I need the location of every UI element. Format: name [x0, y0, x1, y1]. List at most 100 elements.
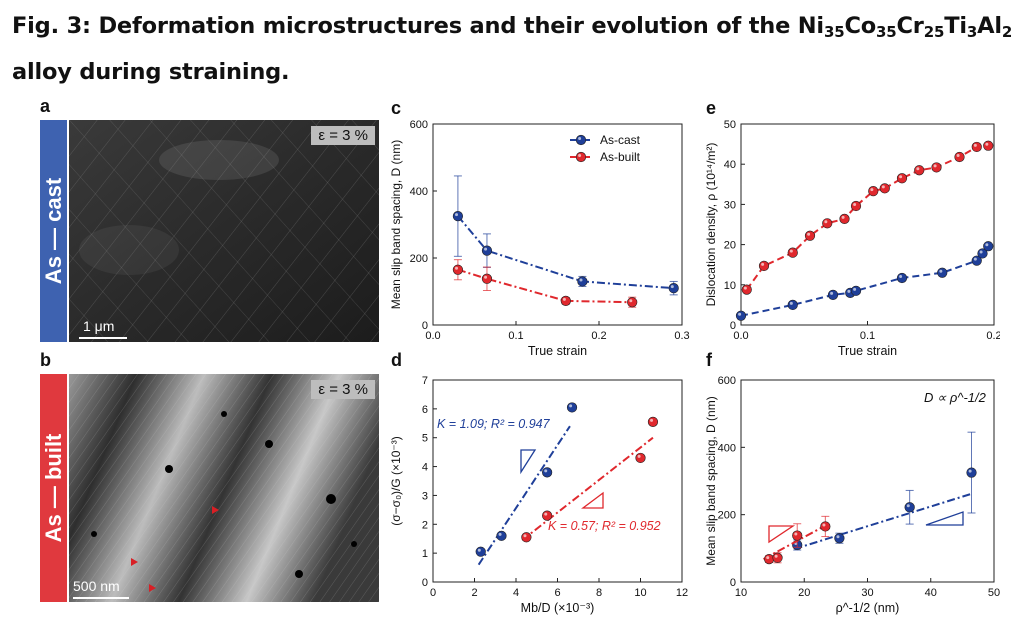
f-slope-triangle-ascast: [925, 511, 964, 526]
c-ascast-point-highlight: [455, 213, 458, 217]
f-slope-triangle-asbuilt: [768, 525, 796, 544]
d-xtick-label: 12: [676, 587, 688, 599]
c-asbuilt-point: [627, 297, 638, 308]
d-ytick-label: 7: [422, 375, 428, 387]
c-xtick-label: 0.3: [674, 330, 689, 342]
f-asbuilt-point: [772, 552, 783, 563]
c-ascast-point-highlight: [670, 285, 674, 289]
f-asbuilt-point: [820, 521, 831, 532]
e-asbuilt-point: [822, 218, 833, 229]
chart-c: 0.0 0.1 0.2 0.3 0 200 400 600 True strain Mean sl…: [389, 119, 690, 358]
f-ascast-point-highlight: [906, 504, 910, 508]
f-ytick-label: 600: [718, 375, 736, 387]
e-asbuilt-point-highlight: [973, 143, 977, 147]
c-xtick-label: 0.0: [425, 330, 440, 342]
d-asbuilt-point-highlight: [544, 512, 548, 516]
e-asbuilt-point-highlight: [789, 249, 793, 253]
e-ylabel: Dislocation density, ρ (10¹⁴/m²): [704, 143, 718, 307]
f-ylabel: Mean slip band spacing, D (nm): [704, 396, 718, 565]
d-ytick-label: 6: [422, 404, 428, 416]
e-asbuilt-point-highlight: [881, 185, 885, 189]
e-ascast-point-highlight: [830, 291, 834, 295]
c-plot-frame: [432, 123, 683, 326]
e-asbuilt-point-highlight: [761, 262, 765, 266]
c-ytick-label: 200: [410, 253, 428, 265]
panel-b-sem-image: ε = 3 % 500 nm: [69, 374, 379, 602]
f-xtick-label: 40: [925, 587, 937, 599]
d-xtick-label: 2: [471, 587, 477, 599]
e-asbuilt-point-highlight: [841, 215, 845, 219]
f-ascast-point-highlight: [836, 535, 840, 539]
f-xtick-label: 30: [861, 587, 873, 599]
d-ascast-point-highlight: [498, 532, 502, 536]
panel-a-side-bar: As — cast: [40, 120, 67, 342]
e-xlabel: True strain: [838, 344, 897, 358]
c-xtick-label: 0.1: [508, 330, 523, 342]
f-asbuilt-point-highlight: [794, 532, 798, 536]
d-ascast-point-highlight: [544, 469, 548, 473]
d-asbuilt-fit-line: [521, 436, 654, 541]
caption-line-1: Fig. 3: Deformation microstructures and …: [12, 13, 1013, 41]
c-asbuilt-line: [457, 268, 633, 304]
d-asbuilt-point: [521, 532, 532, 543]
f-xtick-label: 20: [798, 587, 810, 599]
panel-b-micrograph: [69, 374, 379, 602]
e-ytick-label: 0: [730, 320, 736, 332]
f-asbuilt-fit-line: [763, 523, 829, 560]
d-ascast-point: [566, 402, 578, 413]
e-asbuilt-point-highlight: [899, 175, 903, 179]
e-ascast-point: [983, 241, 994, 252]
d-ytick-label: 3: [422, 490, 428, 502]
e-asbuilt-point: [914, 165, 925, 176]
e-asbuilt-point-highlight: [824, 220, 828, 224]
c-ascast-point: [452, 211, 463, 222]
e-asbuilt-point: [868, 186, 879, 197]
panel-b-scale-label: 500 nm: [73, 578, 120, 594]
d-ylabel: (σ−σ₀)/G (×10⁻³): [389, 436, 403, 525]
panel-a-scale-bar: [79, 337, 127, 339]
e-asbuilt-point: [850, 200, 862, 212]
c-ytick-label: 600: [410, 119, 428, 131]
d-xtick-label: 6: [554, 587, 560, 599]
e-ascast-point-highlight: [738, 312, 742, 316]
f-ascast-point: [966, 467, 977, 478]
panel-c-label: c: [391, 98, 402, 118]
e-xtick-label: 0.2: [986, 330, 1000, 342]
e-ascast-point: [937, 267, 948, 278]
e-ascast-point-highlight: [899, 274, 903, 278]
f-ytick-label: 0: [730, 577, 736, 589]
f-asbuilt-point: [764, 554, 775, 565]
c-ascast-point-highlight: [484, 247, 488, 251]
c-legend-marker: [575, 151, 587, 163]
c-legend-label: As-cast: [600, 133, 641, 147]
figure-caption: Fig. 3: Deformation microstructures and …: [12, 6, 1017, 92]
f-ascast-point: [834, 533, 845, 544]
e-asbuilt-point-highlight: [933, 164, 937, 168]
c-ascast-point: [481, 245, 493, 256]
panel-a-micrograph: [69, 120, 379, 342]
d-ascast-point-highlight: [477, 548, 481, 552]
c-asbuilt-point: [560, 295, 571, 306]
c-ylabel: Mean slip band spacing, D (nm): [389, 140, 403, 309]
e-ascast-point-highlight: [979, 250, 983, 254]
panel-b-scale-bar: [73, 597, 129, 599]
e-asbuilt-point-highlight: [916, 167, 920, 171]
c-asbuilt-point-highlight: [629, 299, 633, 303]
e-asbuilt-point: [804, 230, 816, 241]
e-asbuilt-point-highlight: [985, 142, 989, 146]
panel-b-side-label: As — built: [40, 433, 66, 543]
d-ascast-point: [496, 530, 507, 541]
d-xtick-label: 0: [430, 587, 436, 599]
e-xtick-label: 0.1: [860, 330, 875, 342]
d-xlabel: Mb/D (×10⁻³): [521, 601, 595, 615]
d-asbuilt-point-highlight: [650, 418, 654, 422]
c-asbuilt-point-highlight: [562, 297, 566, 301]
e-asbuilt-point: [787, 247, 798, 258]
c-ascast-line: [457, 215, 674, 290]
c-ytick-label: 400: [410, 186, 428, 198]
d-annotation-asbuilt: K = 0.57; R² = 0.952: [548, 519, 661, 533]
d-ascast-point-highlight: [569, 404, 573, 408]
f-ascast-point-highlight: [968, 469, 972, 473]
d-ytick-label: 5: [422, 433, 428, 445]
